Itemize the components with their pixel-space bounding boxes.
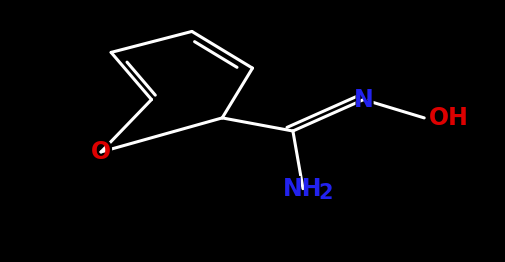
Text: N: N [354, 88, 374, 112]
Text: NH: NH [280, 175, 326, 203]
Text: O: O [89, 138, 113, 166]
Text: O: O [91, 140, 111, 164]
Text: OH: OH [429, 104, 476, 132]
Text: OH: OH [429, 106, 469, 130]
Text: 2: 2 [319, 183, 333, 203]
Text: N: N [352, 86, 375, 113]
Text: 2: 2 [319, 183, 333, 203]
Text: NH: NH [283, 177, 323, 201]
